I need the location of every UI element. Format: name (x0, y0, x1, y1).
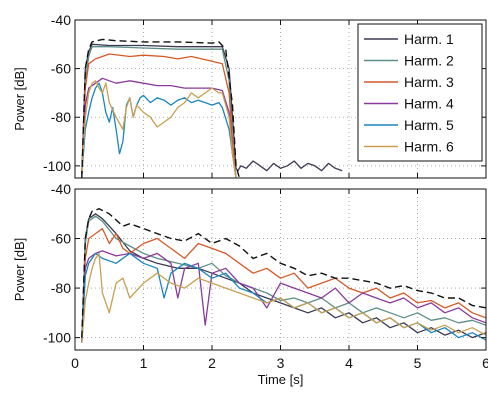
x-axis-label: Time [s] (258, 372, 304, 387)
legend-label-harm-6: Harm. 6 (404, 139, 454, 155)
legend: Harm. 1 Harm. 2 Harm. 3 Harm. 4 Harm. 5 Harm.… (358, 24, 482, 161)
y-tick-label: -60 (51, 231, 71, 247)
x-tick-label: 2 (208, 355, 216, 371)
x-tick-label: 1 (140, 355, 148, 371)
y-tick-label: -80 (51, 280, 71, 296)
x-tick-label: 0 (71, 355, 79, 371)
x-tick-label: 6 (482, 355, 488, 371)
x-tick-label: 3 (277, 355, 285, 371)
x-tick-label: 4 (345, 355, 353, 371)
legend-label-harm-5: Harm. 5 (404, 117, 454, 133)
y-tick-label: -100 (43, 330, 71, 346)
legend-label-harm-4: Harm. 4 (404, 96, 454, 112)
y-tick-label: -80 (51, 109, 71, 125)
legend-label-harm-2: Harm. 2 (404, 53, 454, 69)
bottom-y-axis-label: Power [dB] (12, 238, 27, 302)
legend-label-harm-3: Harm. 3 (404, 74, 454, 90)
y-tick-label: -100 (43, 158, 71, 174)
y-tick-label: -40 (51, 12, 71, 28)
y-tick-label: -40 (51, 181, 71, 197)
top-y-axis-label: Power [dB] (12, 67, 27, 131)
legend-label-harm-1: Harm. 1 (404, 31, 454, 47)
y-tick-label: -60 (51, 61, 71, 77)
x-tick-label: 5 (414, 355, 422, 371)
